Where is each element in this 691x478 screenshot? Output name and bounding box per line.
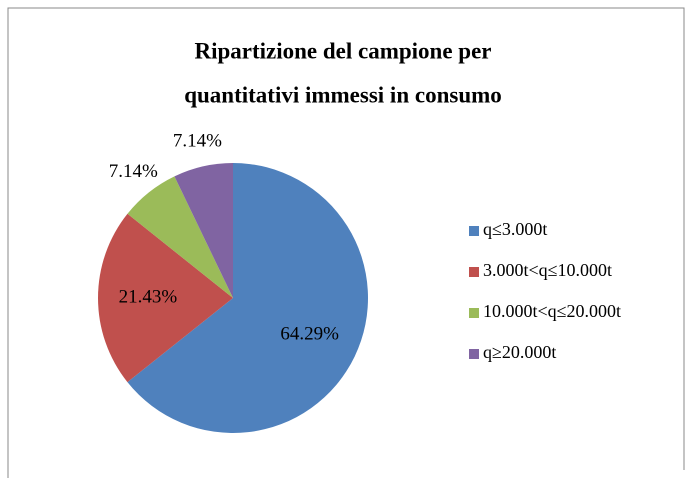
data-label: 7.14% bbox=[109, 161, 158, 182]
legend-label: 10.000t<q≤20.000t bbox=[483, 301, 621, 321]
pie-slice bbox=[98, 213, 234, 383]
pie-slice bbox=[174, 163, 233, 298]
chart-title: Ripartizione del campione per bbox=[194, 38, 491, 63]
data-label: 7.14% bbox=[173, 130, 222, 151]
chart-frame bbox=[7, 7, 685, 478]
legend-swatch bbox=[469, 267, 479, 277]
chart-title: quantitativi immessi in consumo bbox=[184, 82, 502, 107]
pie-slice bbox=[127, 163, 369, 434]
legend-label: q≤3.000t bbox=[483, 219, 547, 239]
legend-label: q≥20.000t bbox=[483, 342, 556, 362]
legend-swatch bbox=[469, 349, 479, 359]
legend-swatch bbox=[469, 226, 479, 236]
data-label: 21.43% bbox=[119, 286, 178, 307]
data-label: 64.29% bbox=[280, 323, 339, 344]
legend-label: 3.000t<q≤10.000t bbox=[483, 260, 612, 280]
pie-slice bbox=[127, 176, 233, 298]
legend-swatch bbox=[469, 308, 479, 318]
